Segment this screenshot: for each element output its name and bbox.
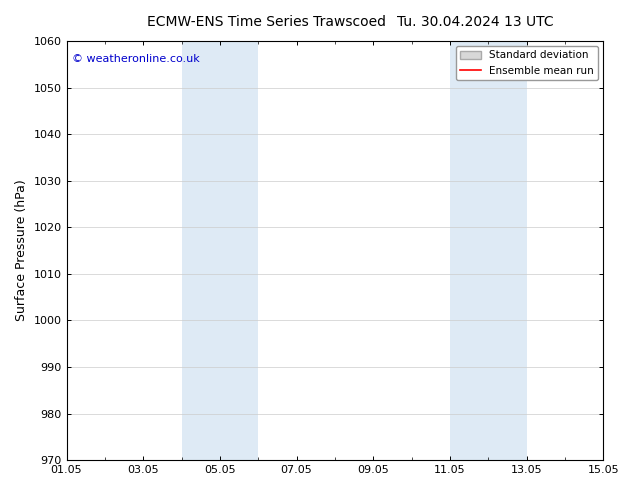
Text: ECMW-ENS Time Series Trawscoed: ECMW-ENS Time Series Trawscoed	[147, 15, 385, 29]
Legend: Standard deviation, Ensemble mean run: Standard deviation, Ensemble mean run	[456, 46, 598, 80]
Bar	[450, 41, 526, 460]
Text: Tu. 30.04.2024 13 UTC: Tu. 30.04.2024 13 UTC	[397, 15, 554, 29]
Bar	[181, 41, 258, 460]
Text: © weatheronline.co.uk: © weatheronline.co.uk	[72, 53, 200, 64]
Y-axis label: Surface Pressure (hPa): Surface Pressure (hPa)	[15, 180, 28, 321]
